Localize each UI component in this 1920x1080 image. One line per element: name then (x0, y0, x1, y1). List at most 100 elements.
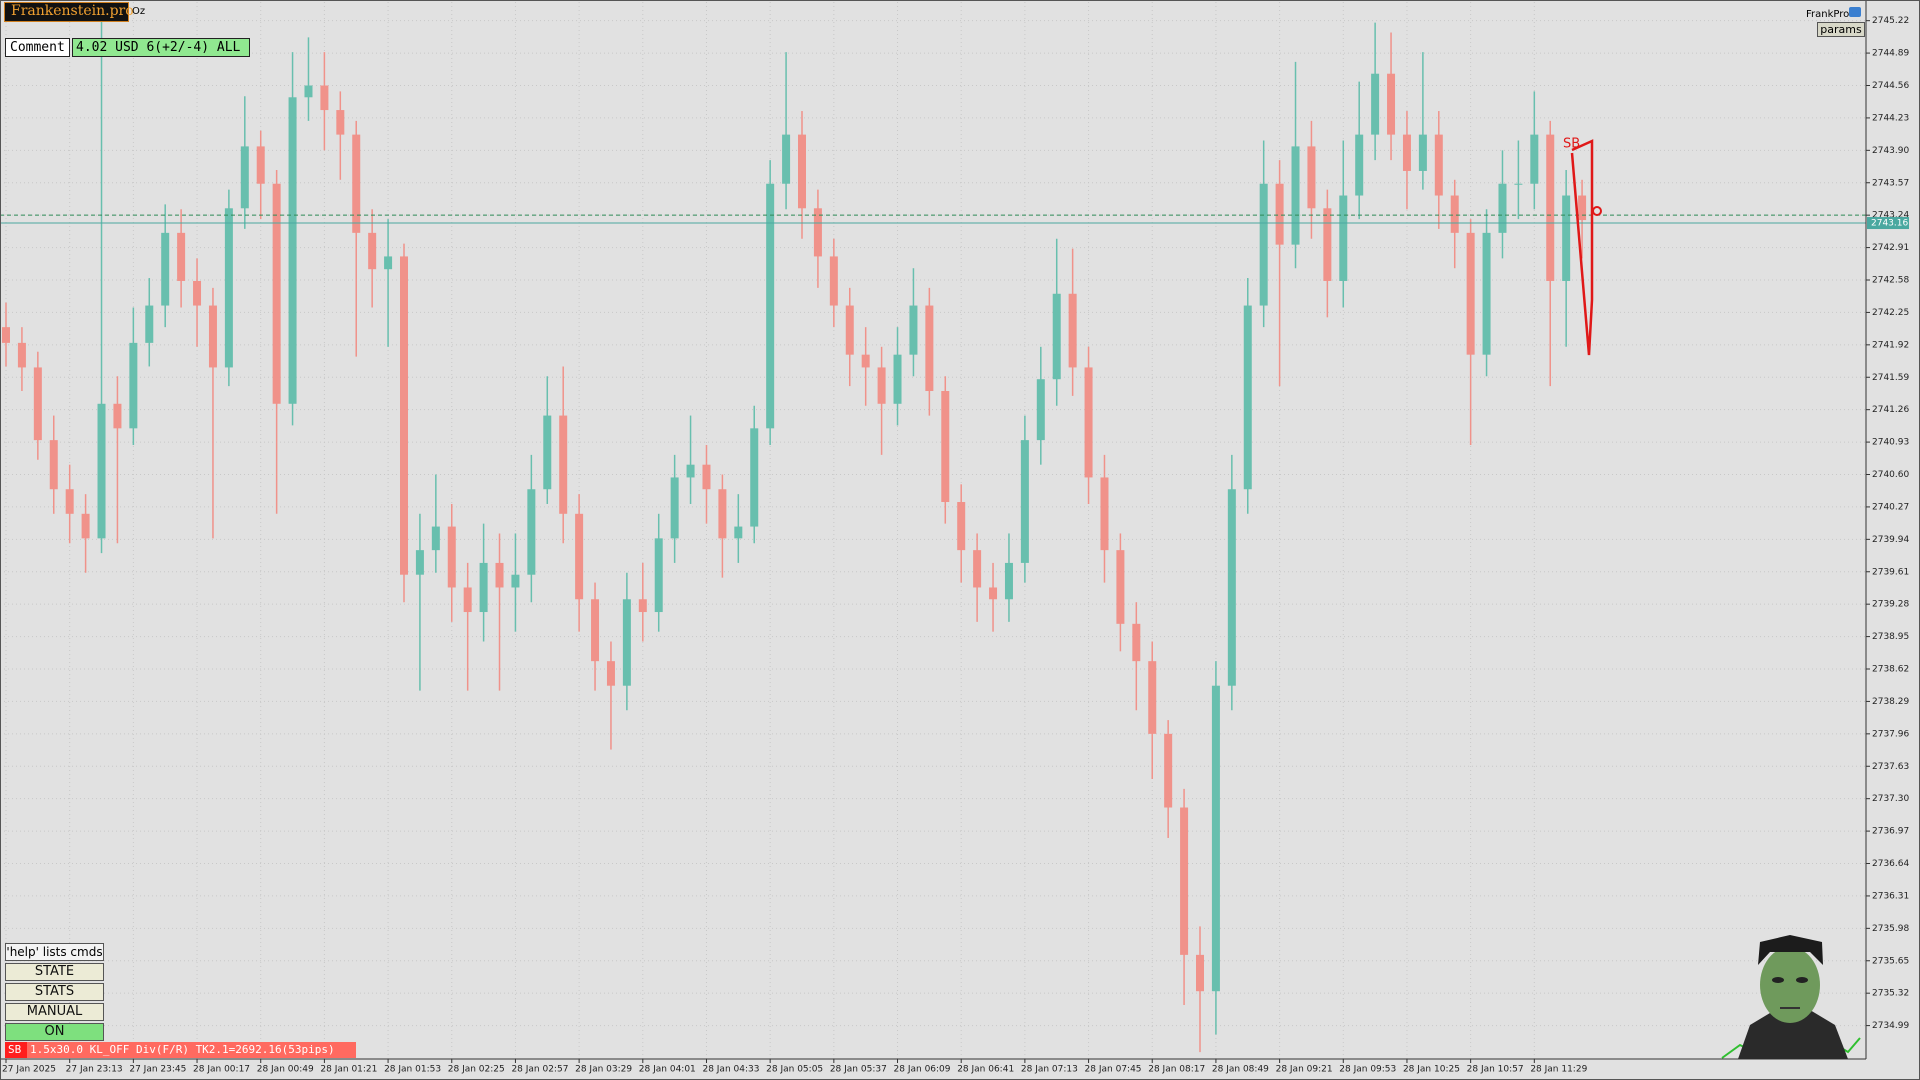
x-tick-label: 28 Jan 07:13 (1021, 1065, 1078, 1075)
candle-body (352, 134, 361, 233)
y-tick-label: 2745.22 (1872, 16, 1909, 26)
help-label: 'help' lists cmds (5, 943, 104, 961)
y-tick-label: 2738.62 (1872, 665, 1909, 675)
candle-body (1196, 954, 1204, 992)
signal-label: SB (1563, 137, 1580, 152)
candle-body (829, 256, 838, 306)
manual-button[interactable]: MANUAL (5, 1003, 104, 1021)
candle-body (575, 513, 584, 600)
candle-body (734, 526, 743, 539)
candle-body (654, 538, 663, 613)
candle-body (224, 208, 233, 368)
candle-body (813, 208, 822, 257)
x-tick-label: 28 Jan 09:21 (1276, 1065, 1333, 1075)
y-tick-label: 2744.89 (1872, 49, 1909, 59)
candle-body (1450, 195, 1459, 233)
candle-body (1084, 367, 1093, 478)
status-text: 1.5x30.0 KL_OFF Div(F/R) TK2.1=2692.16(5… (27, 1042, 356, 1058)
y-tick-label: 2742.58 (1872, 276, 1909, 286)
stats-button[interactable]: STATS (5, 983, 104, 1001)
brand-label: Frankenstein.pro (4, 2, 134, 22)
candle-body (877, 367, 886, 404)
y-tick-label: 2737.96 (1872, 729, 1909, 739)
y-tick-label: 2741.59 (1872, 373, 1909, 383)
x-tick-label: 28 Jan 02:25 (448, 1065, 505, 1075)
candle-body (1530, 134, 1539, 184)
candle-body (1243, 305, 1252, 490)
x-tick-label: 28 Jan 02:57 (511, 1065, 568, 1075)
x-tick-label: 28 Jan 01:53 (384, 1065, 441, 1075)
price-tag (1867, 217, 1909, 230)
on-button[interactable]: ON (5, 1023, 104, 1041)
y-tick-label: 2742.91 (1872, 243, 1909, 253)
candle-body (1418, 134, 1427, 171)
candles (2, 12, 1587, 1053)
x-tick-label: 27 Jan 23:45 (129, 1065, 186, 1075)
candle-body (193, 280, 202, 306)
candle-body (431, 526, 440, 551)
plot-background (0, 0, 1866, 1059)
price-tag-label: 2743.16 (1871, 219, 1908, 229)
y-tick-label: 2737.30 (1872, 794, 1909, 804)
x-tick-label: 28 Jan 10:57 (1467, 1065, 1524, 1075)
x-tick-label: 28 Jan 08:17 (1148, 1065, 1205, 1075)
candle-body (559, 415, 568, 514)
y-tick-label: 2743.57 (1872, 178, 1909, 188)
candle-body (1546, 134, 1555, 281)
candle-body (304, 85, 313, 98)
candle-body (384, 256, 393, 270)
candle-body (1148, 661, 1157, 734)
x-tick-label: 28 Jan 10:25 (1403, 1065, 1460, 1075)
candle-body (415, 550, 424, 575)
candle-body (718, 489, 727, 539)
candle-body (97, 403, 106, 539)
x-tick-label: 28 Jan 05:37 (830, 1065, 887, 1075)
y-tick-label: 2739.61 (1872, 567, 1909, 577)
candle-body (1164, 733, 1173, 808)
candle-body (1466, 232, 1475, 355)
y-tick-label: 2739.28 (1872, 600, 1909, 610)
candle-body (1227, 489, 1236, 686)
state-button[interactable]: STATE (5, 963, 104, 981)
y-tick-label: 2735.65 (1872, 956, 1909, 966)
candle-body (1004, 562, 1013, 600)
candle-body (240, 146, 249, 209)
candle-body (1387, 73, 1396, 135)
x-tick-label: 28 Jan 00:17 (193, 1065, 250, 1075)
candle-body (989, 587, 998, 600)
candle-body (208, 305, 217, 368)
grid (0, 2, 1866, 1059)
y-tick-label: 2738.95 (1872, 632, 1909, 642)
mascot-eye (1772, 977, 1784, 983)
mascot-hair (1758, 935, 1823, 965)
candle-body (1339, 195, 1348, 281)
candle-body (1434, 134, 1443, 196)
candle-body (941, 391, 950, 503)
candle-body (1275, 183, 1284, 245)
expert-icon (1849, 7, 1861, 17)
candle-body (129, 342, 138, 429)
mascot (1721, 935, 1861, 1059)
candle-body (527, 489, 536, 575)
y-tick-label: 2740.93 (1872, 438, 1909, 448)
y-tick-label: 2744.23 (1872, 113, 1909, 123)
y-tick-label: 2741.26 (1872, 405, 1909, 415)
params-button[interactable]: params (1817, 22, 1865, 37)
candle-body (113, 403, 122, 429)
y-tick-label: 2743.24 (1872, 211, 1909, 221)
y-tick-label: 2743.90 (1872, 146, 1909, 156)
candle-body (17, 342, 26, 368)
y-tick-label: 2737.63 (1872, 762, 1909, 772)
expert-name: FrankPro (1806, 9, 1850, 20)
x-tick-label: 27 Jan 2025 (2, 1065, 56, 1075)
y-tick-label: 2738.29 (1872, 697, 1909, 707)
candle-body (1180, 807, 1189, 955)
x-tick-label: 28 Jan 06:09 (894, 1065, 951, 1075)
candle-body (782, 134, 791, 184)
candle-body (702, 464, 711, 490)
y-tick-label: 2744.56 (1872, 81, 1909, 91)
